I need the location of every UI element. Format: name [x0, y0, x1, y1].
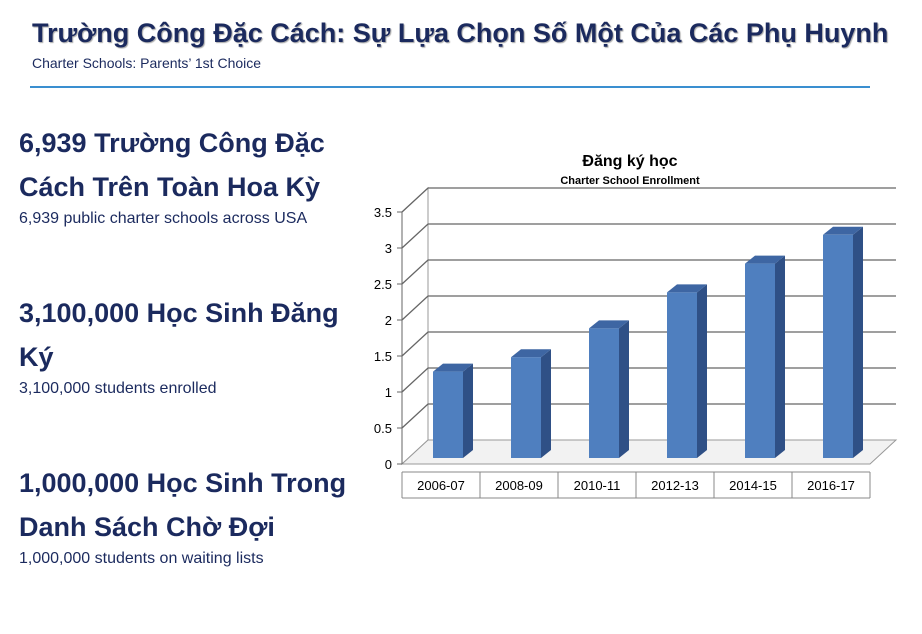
stat-caption: 3,100,000 students enrolled [19, 380, 364, 398]
x-tick-label: 2014-15 [729, 478, 777, 493]
y-tick-label: 1 [385, 385, 392, 400]
bar [823, 235, 853, 458]
chart-gridline [402, 224, 896, 248]
x-tick-label: 2006-07 [417, 478, 465, 493]
y-tick-label: 3 [385, 241, 392, 256]
chart-gridline [402, 368, 896, 392]
chart-title: Đăng ký học [582, 153, 677, 170]
chart-gridline [402, 260, 896, 284]
chart-gridline [402, 404, 896, 428]
bar [745, 264, 775, 458]
stat-headline: 1,000,000 Học Sinh Trong Danh Sách Chờ Đ… [19, 461, 364, 549]
bar [667, 292, 697, 458]
chart-left-wall [402, 188, 428, 464]
x-tick-label: 2016-17 [807, 478, 855, 493]
y-tick-label: 2 [385, 313, 392, 328]
y-tick-label: 0 [385, 457, 392, 472]
stat-students-enrolled: 3,100,000 Học Sinh Đăng Ký 3,100,000 stu… [19, 291, 364, 398]
bar-side [853, 227, 863, 458]
bar-side [463, 364, 473, 458]
stat-caption: 6,939 public charter schools across USA [19, 210, 364, 228]
x-tick-label: 2012-13 [651, 478, 699, 493]
bar-side [541, 349, 551, 458]
stat-headline: 3,100,000 Học Sinh Đăng Ký [19, 291, 364, 379]
bar [589, 328, 619, 458]
y-tick-label: 3.5 [374, 205, 392, 220]
chart-gridline [402, 296, 896, 320]
chart-gridline [402, 332, 896, 356]
header-divider [30, 86, 870, 88]
y-tick-label: 0.5 [374, 421, 392, 436]
y-tick-label: 1.5 [374, 349, 392, 364]
page-subtitle: Charter Schools: Parents’ 1st Choice [32, 55, 261, 71]
chart-floor [402, 440, 896, 464]
stat-charter-schools: 6,939 Trường Công Đặc Cách Trên Toàn Hoa… [19, 121, 364, 228]
chart-subtitle: Charter School Enrollment [560, 175, 700, 187]
x-tick-label: 2008-09 [495, 478, 543, 493]
page-title: Trường Công Đặc Cách: Sự Lựa Chọn Số Một… [32, 18, 888, 49]
bar-side [619, 320, 629, 458]
stat-headline: 6,939 Trường Công Đặc Cách Trên Toàn Hoa… [19, 121, 364, 209]
bar-side [775, 256, 785, 458]
x-tick-label: 2010-11 [574, 478, 621, 493]
stat-caption: 1,000,000 students on waiting lists [19, 550, 364, 568]
bar [433, 372, 463, 458]
stat-waiting-lists: 1,000,000 Học Sinh Trong Danh Sách Chờ Đ… [19, 461, 364, 568]
enrollment-bar-chart: Đăng ký học Charter School Enrollment 0 0… [358, 140, 903, 505]
chart-bars [433, 227, 863, 458]
bar-side [697, 284, 707, 458]
chart-gridline [402, 188, 896, 212]
bar [511, 357, 541, 458]
chart-grid [402, 188, 896, 464]
y-tick-label: 2.5 [374, 277, 392, 292]
